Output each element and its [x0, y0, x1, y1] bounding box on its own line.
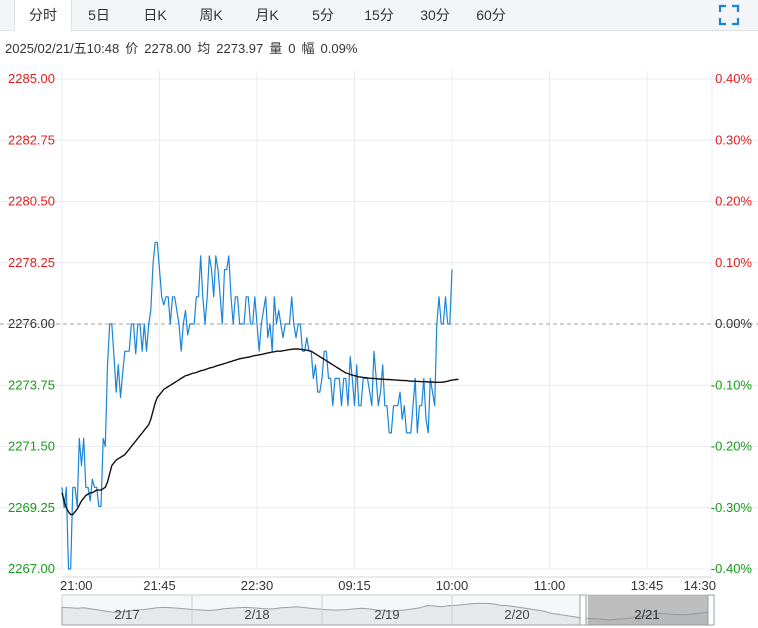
pct-tick-label: 0.20%	[715, 194, 752, 209]
navigator-day-label: 2/20	[504, 607, 529, 622]
navigator-right-handle[interactable]	[707, 594, 715, 626]
pct-tick-label: -0.10%	[711, 377, 753, 392]
x-tick-label: 11:00	[534, 578, 566, 593]
tab-5min[interactable]: 5分	[312, 7, 334, 23]
tab-5day[interactable]: 5日	[88, 7, 110, 23]
y-tick-label: 2271.50	[8, 439, 55, 454]
navigator-selection[interactable]	[588, 595, 708, 625]
x-tick-label: 10:00	[436, 578, 469, 593]
avg-label: 均	[197, 41, 211, 56]
navigator-day-label: 2/17	[114, 607, 139, 622]
tab-daily-k[interactable]: 日K	[143, 7, 167, 23]
x-tick-label: 09:15	[338, 578, 371, 593]
quote-datetime: 2025/02/21/五10:48	[5, 41, 120, 56]
price-value: 2278.00	[144, 41, 192, 56]
x-tick-label: 22:30	[241, 578, 274, 593]
pct-tick-label: 0.40%	[715, 71, 752, 86]
pct-tick-label: 0.00%	[715, 316, 752, 331]
tab-15min[interactable]: 15分	[364, 7, 394, 23]
volume-value: 0	[288, 41, 296, 56]
tab-30min[interactable]: 30分	[420, 7, 450, 23]
pct-tick-label: -0.40%	[711, 561, 753, 576]
x-tick-label: 13:45	[631, 578, 664, 593]
navigator-selected-day-label: 2/21	[634, 607, 659, 622]
fullscreen-icon[interactable]	[718, 4, 740, 26]
x-tick-label: 14:30	[683, 578, 716, 593]
pct-tick-label: 0.10%	[715, 255, 752, 270]
navigator-left-handle[interactable]	[579, 594, 587, 626]
y-tick-label: 2269.25	[8, 500, 55, 515]
price-label: 价	[125, 41, 139, 56]
y-tick-label: 2276.00	[8, 316, 55, 331]
y-tick-label: 2282.75	[8, 132, 55, 147]
volume-label: 量	[269, 41, 283, 56]
period-tab-bar: 分时 5日 日K 周K 月K 5分 15分 30分 60分	[0, 0, 758, 31]
avg-value: 2273.97	[216, 41, 264, 56]
y-tick-label: 2267.00	[8, 561, 55, 576]
change-value: 0.09%	[320, 41, 358, 56]
tab-intraday[interactable]: 分时	[14, 0, 72, 31]
y-tick-label: 2273.75	[8, 377, 55, 392]
pct-tick-label: -0.30%	[711, 500, 753, 515]
pct-tick-label: 0.30%	[715, 132, 752, 147]
change-label: 幅	[301, 41, 315, 56]
tab-weekly-k[interactable]: 周K	[199, 7, 223, 23]
avg-series-line	[61, 348, 459, 516]
navigator-day-label: 2/19	[374, 607, 399, 622]
quote-info-bar: 2025/02/21/五10:48 价 2278.00 均 2273.97 量 0 幅 0.09…	[5, 38, 363, 57]
pct-tick-label: -0.20%	[711, 439, 753, 454]
tab-monthly-k[interactable]: 月K	[255, 7, 279, 23]
tab-60min[interactable]: 60分	[476, 7, 506, 23]
y-tick-label: 2278.25	[8, 255, 55, 270]
y-tick-label: 2280.50	[8, 194, 55, 209]
navigator-day-label: 2/18	[244, 607, 269, 622]
price-series-line	[61, 241, 453, 570]
x-tick-label: 21:00	[60, 578, 93, 593]
y-tick-label: 2285.00	[8, 71, 55, 86]
x-tick-label: 21:45	[143, 578, 176, 593]
